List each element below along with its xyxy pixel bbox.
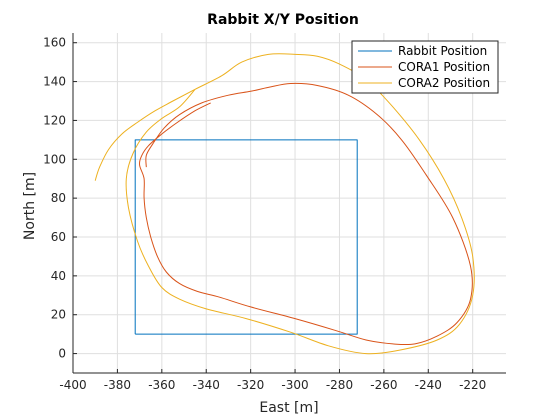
x-tick-label: -380 [104,378,131,392]
x-tick-label: -240 [415,378,442,392]
y-tick-label: 0 [58,347,66,361]
y-axis-label: North [m] [22,172,38,240]
x-tick-label: -360 [148,378,175,392]
y-tick-label: 120 [43,113,66,127]
y-tick-label: 140 [43,75,66,89]
legend-label: CORA2 Position [398,76,490,90]
legend-label: CORA1 Position [398,60,490,74]
y-tick-label: 80 [51,191,66,205]
x-tick-label: -320 [237,378,264,392]
x-tick-label: -220 [459,378,486,392]
legend-label: Rabbit Position [398,44,487,58]
y-tick-label: 160 [43,36,66,50]
y-tick-label: 60 [51,230,66,244]
y-tick-label: 40 [51,269,66,283]
x-tick-label: -260 [370,378,397,392]
x-tick-label: -300 [281,378,308,392]
x-tick-label: -400 [59,378,86,392]
y-tick-label: 20 [51,308,66,322]
x-axis-label: East [m] [259,400,318,416]
legend: Rabbit Position CORA1 Position CORA2 Posit… [351,40,499,94]
x-tick-label: -280 [326,378,353,392]
tick-labels: -400 -380 -360 -340 -320 -300 -280 -260 -240 -220… [43,36,486,392]
series-line-cora1-position [139,82,473,346]
series-layer [94,53,475,355]
axes [72,33,506,374]
series-line-cora2-position [94,53,475,355]
x-tick-label: -340 [193,378,220,392]
series-line-rabbit-position [134,139,358,335]
grid [72,33,506,373]
y-tick-label: 100 [43,152,66,166]
chart-title: Rabbit X/Y Position [207,12,359,28]
